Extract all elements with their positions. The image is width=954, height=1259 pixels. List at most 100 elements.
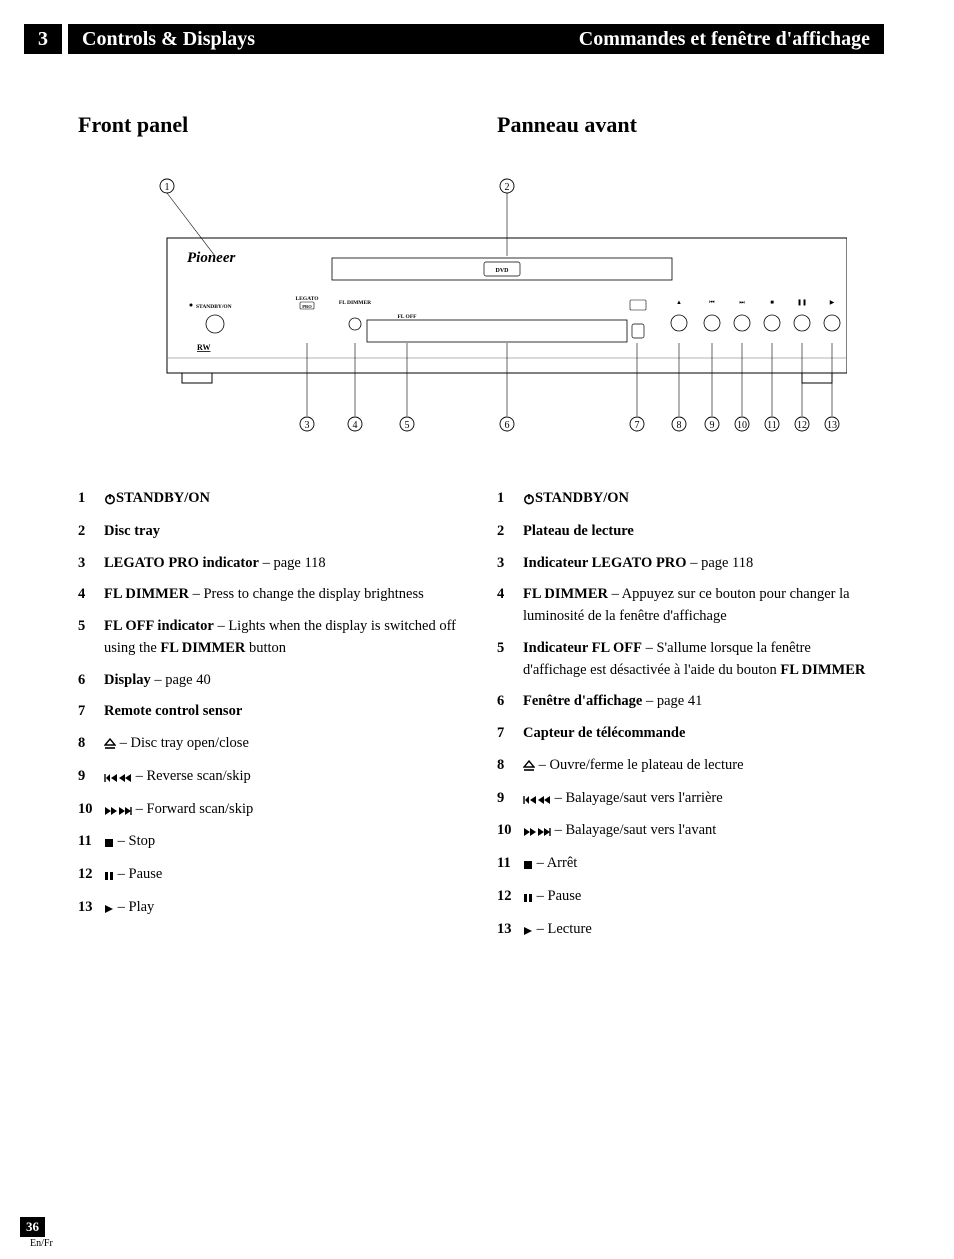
legend-item-number: 3 xyxy=(497,553,523,575)
legend-text: – Disc tray open/close xyxy=(116,735,249,751)
chapter-header: 3 Controls & Displays Commandes et fenêt… xyxy=(24,24,884,54)
legend-text: – Balayage/saut vers l'arrière xyxy=(551,790,723,806)
legend-text: – page 41 xyxy=(642,693,702,709)
stop-icon xyxy=(523,854,533,876)
legend-bold: Fenêtre d'affichage xyxy=(523,693,642,709)
legend-item-body: – Reverse scan/skip xyxy=(104,766,457,789)
legend-text: – Arrêt xyxy=(533,855,577,871)
legend-item-body: FL DIMMER – Press to change the display … xyxy=(104,584,457,606)
legend-item-body: Indicateur LEGATO PRO – page 118 xyxy=(523,553,876,575)
legend-bold: STANDBY/ON xyxy=(116,490,210,506)
legend-item: 3Indicateur LEGATO PRO – page 118 xyxy=(497,553,876,575)
legend-item-body: – Pause xyxy=(523,886,876,909)
legend-text: – Play xyxy=(114,899,154,915)
svg-text:▶: ▶ xyxy=(830,300,835,306)
legend-item: 10 – Forward scan/skip xyxy=(78,799,457,822)
legend-item-body: STANDBY/ON xyxy=(523,488,876,511)
legend-item-body: – Stop xyxy=(104,831,457,854)
svg-text:STANDBY/ON: STANDBY/ON xyxy=(196,304,232,310)
legend-item-number: 13 xyxy=(78,897,104,920)
lang-code: En/Fr xyxy=(30,1238,53,1249)
svg-text:4: 4 xyxy=(353,420,358,431)
legend-item-number: 11 xyxy=(78,831,104,854)
legend-column-fr: 1STANDBY/ON2Plateau de lecture3Indicateu… xyxy=(497,488,876,951)
legend-bold: FL DIMMER xyxy=(523,586,608,602)
svg-text:2: 2 xyxy=(505,182,510,193)
legend-item: 4FL DIMMER – Press to change the display… xyxy=(78,584,457,606)
fwd-icon xyxy=(523,821,551,843)
legend-item-body: Capteur de télécommande xyxy=(523,723,876,745)
legend-item-number: 5 xyxy=(78,616,104,660)
legend-item-number: 8 xyxy=(497,755,523,778)
legend-bold: Disc tray xyxy=(104,523,160,539)
svg-text:7: 7 xyxy=(635,420,640,431)
svg-text:6: 6 xyxy=(505,420,510,431)
legend-bold: Plateau de lecture xyxy=(523,523,634,539)
legend-item-number: 10 xyxy=(78,799,104,822)
legend-bold: LEGATO PRO indicator xyxy=(104,555,259,571)
legend-text: button xyxy=(245,640,286,656)
legend-bold: STANDBY/ON xyxy=(535,490,629,506)
legend-item-number: 13 xyxy=(497,919,523,942)
legend-item-body: LEGATO PRO indicator – page 118 xyxy=(104,553,457,575)
legend-item-number: 1 xyxy=(78,488,104,511)
legend-item: 5Indicateur FL OFF – S'allume lorsque la… xyxy=(497,638,876,682)
legend-item-number: 11 xyxy=(497,853,523,876)
legend-item-number: 6 xyxy=(78,670,104,692)
legend-item: 1 STANDBY/ON xyxy=(78,488,457,511)
legend-item-body: – Lecture xyxy=(523,919,876,942)
legend-item: 9 – Reverse scan/skip xyxy=(78,766,457,789)
legend-item-body: Disc tray xyxy=(104,521,457,543)
legend-item-body: – Balayage/saut vers l'arrière xyxy=(523,788,876,811)
svg-text:8: 8 xyxy=(677,420,682,431)
legend-item-number: 7 xyxy=(497,723,523,745)
legend-item: 11 – Stop xyxy=(78,831,457,854)
legend-bold: FL DIMMER xyxy=(780,662,865,678)
legend-item-number: 1 xyxy=(497,488,523,511)
legend-item: 13 – Lecture xyxy=(497,919,876,942)
legend-text: – Ouvre/ferme le plateau de lecture xyxy=(535,757,744,773)
legend-text: – Pause xyxy=(114,866,162,882)
svg-text:DVD: DVD xyxy=(496,268,510,274)
svg-text:⏮: ⏮ xyxy=(709,300,715,306)
chapter-title-en: Controls & Displays xyxy=(68,24,435,54)
svg-text:5: 5 xyxy=(405,420,410,431)
svg-text:⏭: ⏭ xyxy=(739,300,745,306)
rev-icon xyxy=(104,767,132,789)
section-title-fr: Panneau avant xyxy=(497,112,876,138)
legend-item-number: 12 xyxy=(78,864,104,887)
legend-item-number: 5 xyxy=(497,638,523,682)
svg-text:LEGATO: LEGATO xyxy=(295,296,319,302)
svg-text:9: 9 xyxy=(710,420,715,431)
legend-item-body: – Play xyxy=(104,897,457,920)
svg-text:■: ■ xyxy=(770,300,774,306)
legend-bold: Display xyxy=(104,672,151,688)
legend-text: – Pause xyxy=(533,888,581,904)
legend-bold: FL DIMMER xyxy=(160,640,245,656)
legend-item-body: Plateau de lecture xyxy=(523,521,876,543)
legend-item-body: – Pause xyxy=(104,864,457,887)
eject-icon xyxy=(523,756,535,778)
legend-item-number: 9 xyxy=(497,788,523,811)
legend-item-body: Display – page 40 xyxy=(104,670,457,692)
power-icon xyxy=(523,489,535,511)
svg-text:3: 3 xyxy=(305,420,310,431)
svg-text:10: 10 xyxy=(737,420,747,431)
legend-item: 12 – Pause xyxy=(497,886,876,909)
legend-item: 6Fenêtre d'affichage – page 41 xyxy=(497,691,876,713)
legend-item: 8 – Disc tray open/close xyxy=(78,733,457,756)
chapter-title-fr: Commandes et fenêtre d'affichage xyxy=(435,24,884,54)
legend-item-body: – Forward scan/skip xyxy=(104,799,457,822)
legend-item: 3LEGATO PRO indicator – page 118 xyxy=(78,553,457,575)
legend-text: – Forward scan/skip xyxy=(132,801,253,817)
svg-text:11: 11 xyxy=(767,420,777,431)
legend-text: – Press to change the display brightness xyxy=(189,586,424,602)
legend-item-body: – Disc tray open/close xyxy=(104,733,457,756)
legend-text: – Lecture xyxy=(533,921,592,937)
legend-item: 2Disc tray xyxy=(78,521,457,543)
legend-item-number: 4 xyxy=(78,584,104,606)
legend-item-body: Indicateur FL OFF – S'allume lorsque la … xyxy=(523,638,876,682)
pause-icon xyxy=(523,887,533,909)
legend-item: 12 – Pause xyxy=(78,864,457,887)
legend-item-body: FL DIMMER – Appuyez sur ce bouton pour c… xyxy=(523,584,876,628)
